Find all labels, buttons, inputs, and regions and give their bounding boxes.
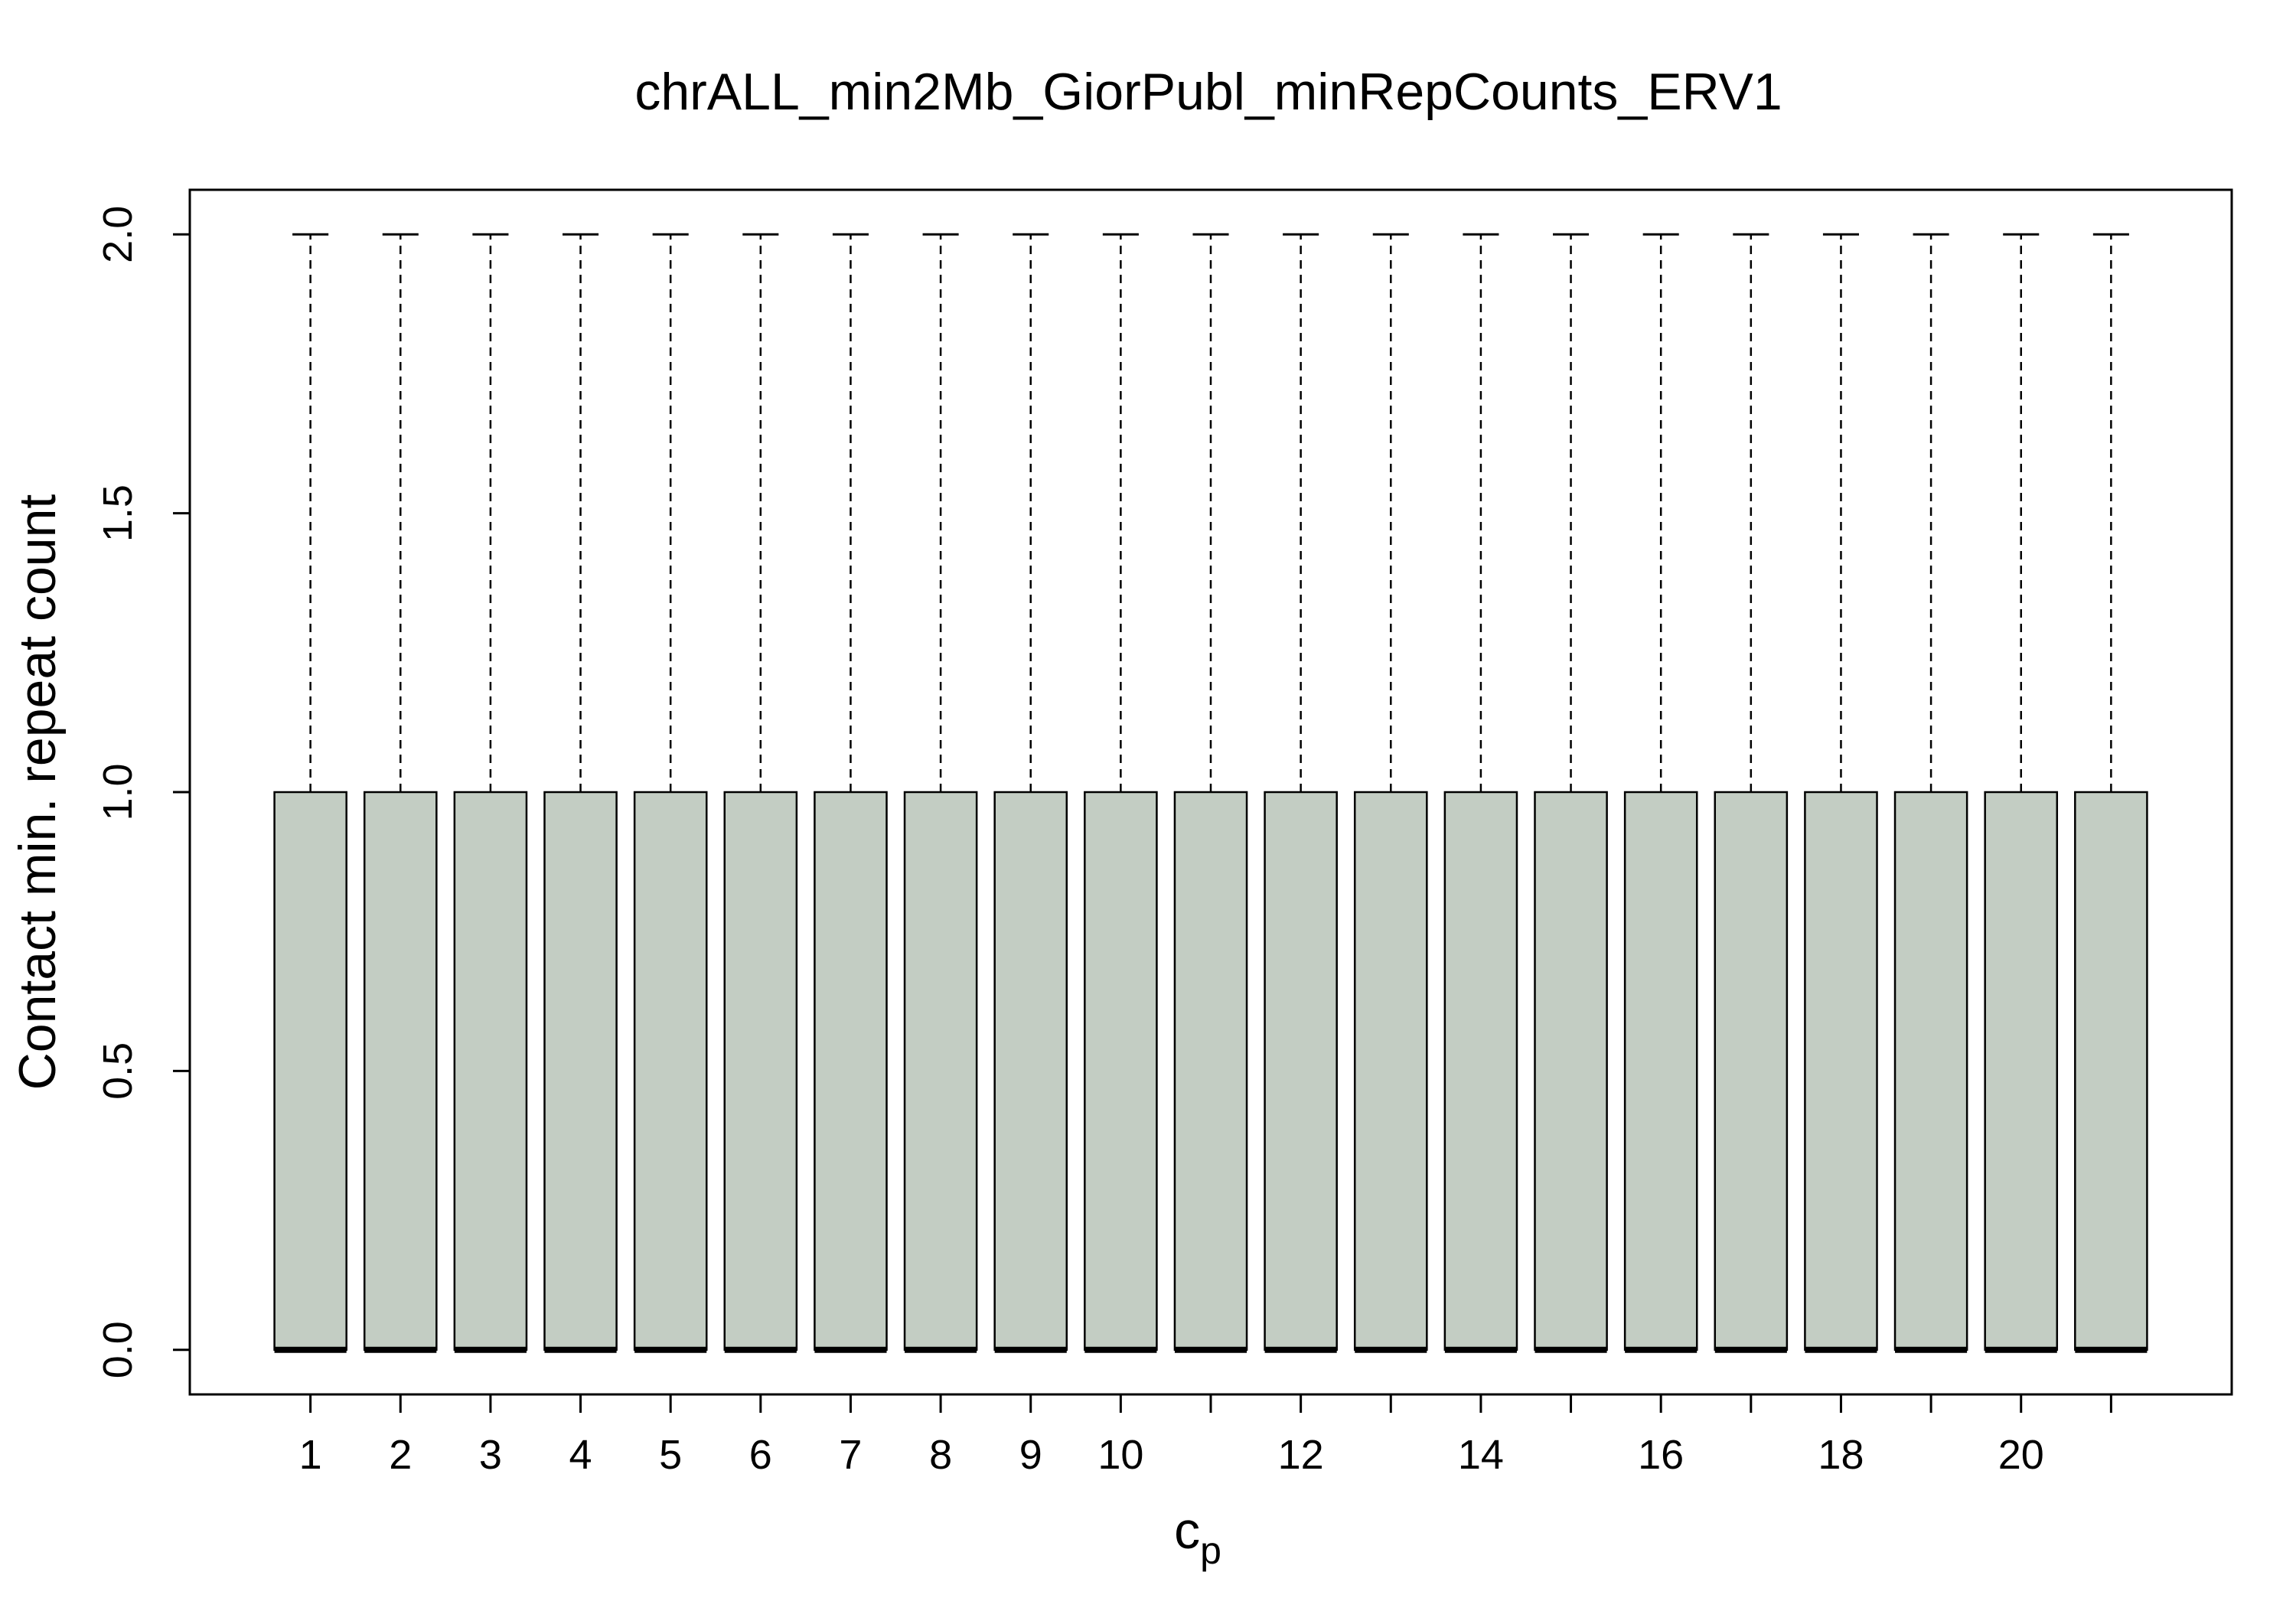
plot-area — [188, 188, 2233, 1396]
x-tick-label: 12 — [1278, 1432, 1324, 1478]
x-tick-label: 2 — [389, 1432, 412, 1478]
x-tick-label: 9 — [1019, 1432, 1042, 1478]
box-1 — [273, 233, 347, 1353]
box-body — [1264, 791, 1338, 1351]
box-5 — [633, 233, 708, 1353]
x-tick-label: 3 — [479, 1432, 502, 1478]
x-axis: 1 2 3 4 5 6 7 8 9 10 12 14 16 18 20 — [299, 1393, 2112, 1478]
box-body — [814, 791, 888, 1351]
x-tick-label: 14 — [1458, 1432, 1504, 1478]
y-tick-label: 1.5 — [95, 484, 141, 542]
y-tick-label: 1.0 — [95, 763, 141, 820]
box-body — [1714, 791, 1789, 1351]
x-tick-label: 1 — [299, 1432, 322, 1478]
x-axis-label: cp — [1174, 1502, 1221, 1572]
box-2 — [363, 233, 438, 1353]
x-tick-label: 4 — [569, 1432, 592, 1478]
box-body — [1804, 791, 1878, 1351]
box-body — [993, 791, 1068, 1351]
y-tick-label: 0.5 — [95, 1042, 141, 1100]
x-tick-label: 20 — [1998, 1432, 2044, 1478]
x-tick-label: 10 — [1097, 1432, 1143, 1478]
box-body — [1443, 791, 1518, 1351]
box-12 — [1264, 233, 1338, 1353]
box-15 — [1534, 233, 1608, 1353]
box-21 — [2074, 233, 2148, 1353]
box-16 — [1623, 233, 1698, 1353]
box-body — [723, 791, 798, 1351]
x-tick-label: 6 — [749, 1432, 772, 1478]
x-tick-label: 18 — [1818, 1432, 1864, 1478]
box-body — [363, 791, 438, 1351]
box-7 — [814, 233, 888, 1353]
box-body — [1623, 791, 1698, 1351]
box-8 — [903, 233, 978, 1353]
box-body — [273, 791, 347, 1351]
box-13 — [1353, 233, 1428, 1353]
y-axis-label: Contact min. repeat count — [8, 494, 67, 1091]
box-body — [1353, 791, 1428, 1351]
box-body — [1893, 791, 1968, 1351]
y-tick-label: 2.0 — [95, 206, 141, 263]
box-10 — [1084, 233, 1158, 1353]
box-body — [453, 791, 528, 1351]
box-19 — [1893, 233, 1968, 1353]
box-3 — [453, 233, 528, 1353]
box-body — [633, 791, 708, 1351]
box-14 — [1443, 233, 1518, 1353]
box-6 — [723, 233, 798, 1353]
box-body — [2074, 791, 2148, 1351]
y-tick-label: 0.0 — [95, 1321, 141, 1378]
box-body — [543, 791, 618, 1351]
box-body — [1084, 791, 1158, 1351]
x-tick-label: 8 — [929, 1432, 952, 1478]
x-tick-label: 5 — [659, 1432, 682, 1478]
box-18 — [1804, 233, 1878, 1353]
box-20 — [1984, 233, 2059, 1353]
x-tick-label: 7 — [839, 1432, 862, 1478]
box-9 — [993, 233, 1068, 1353]
y-axis: 0.0 0.5 1.0 1.5 2.0 — [95, 206, 191, 1378]
box-body — [1534, 791, 1608, 1351]
box-4 — [543, 233, 618, 1353]
box-17 — [1714, 233, 1789, 1353]
x-tick-label: 16 — [1638, 1432, 1684, 1478]
box-body — [1984, 791, 2059, 1351]
x-axis-label-subscript: p — [1200, 1529, 1221, 1572]
x-axis-label-main: c — [1174, 1502, 1200, 1560]
chart-title: chrALL_min2Mb_GiorPubl_minRepCounts_ERV1 — [634, 63, 1782, 121]
box-body — [903, 791, 978, 1351]
box-11 — [1173, 233, 1248, 1353]
box-body — [1173, 791, 1248, 1351]
